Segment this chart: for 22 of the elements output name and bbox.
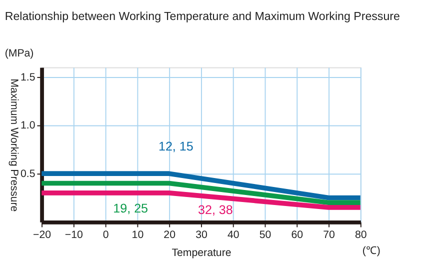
x-axis-title: Temperature bbox=[172, 247, 232, 260]
x-tick-label: −10 bbox=[64, 228, 84, 241]
y-axis-title: Maximum Working Pressure bbox=[8, 78, 20, 212]
chart-title: Relationship between Working Temperature and Maximum Working Pressure bbox=[4, 10, 400, 23]
x-tick-label: −20 bbox=[33, 228, 52, 241]
annotation: 32, 38 bbox=[198, 203, 233, 218]
y-tick-label: 1.5 bbox=[20, 71, 36, 84]
x-tick-label: 0 bbox=[102, 228, 109, 241]
x-tick-label: 40 bbox=[227, 228, 240, 241]
annotation: 19, 25 bbox=[113, 201, 148, 216]
text: (MPa) bbox=[4, 48, 34, 60]
x-tick-label: 50 bbox=[259, 228, 272, 241]
y-tick-label: 1.0 bbox=[20, 120, 36, 132]
x-tick-label: 30 bbox=[196, 228, 208, 241]
x-tick-label: 20 bbox=[164, 228, 176, 241]
x-tick-label: 60 bbox=[291, 228, 304, 241]
y-tick-label: 0.5 bbox=[20, 168, 36, 180]
annotation: 12, 15 bbox=[158, 139, 194, 154]
x-tick-label: 10 bbox=[132, 228, 144, 241]
text: (℃) bbox=[362, 244, 380, 257]
x-tick-label: 70 bbox=[323, 228, 336, 241]
x-tick-label: 80 bbox=[355, 228, 367, 241]
